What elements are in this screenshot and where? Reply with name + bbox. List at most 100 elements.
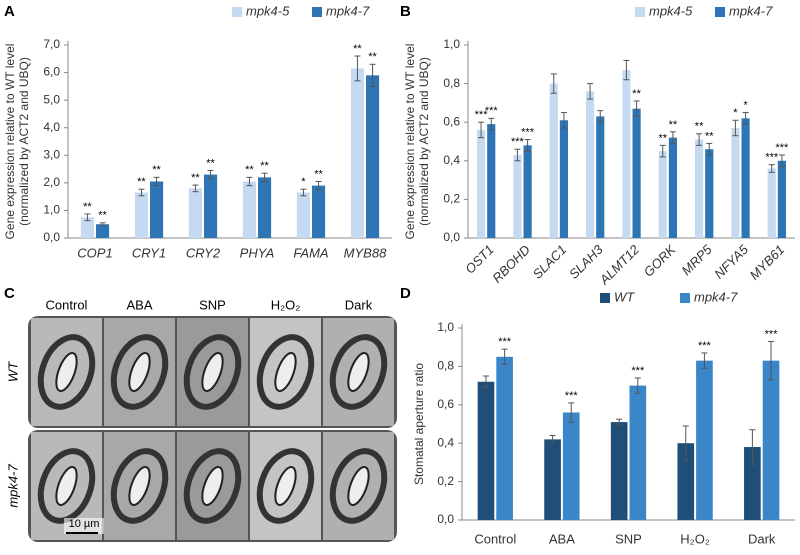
error-bar [192, 184, 199, 193]
bar [632, 108, 641, 238]
legend-label: WT [614, 289, 635, 304]
bar [312, 185, 326, 238]
significance: ** [83, 201, 92, 213]
bar [677, 443, 695, 520]
significance: *** [765, 328, 779, 340]
legend-label: mpk4-7 [694, 289, 738, 304]
legend-swatch [715, 7, 725, 17]
significance: * [743, 99, 748, 111]
error-bar [482, 375, 489, 389]
column-header: Dark [345, 297, 373, 312]
legend-swatch [680, 293, 690, 303]
panel-letter: B [400, 3, 411, 20]
bar [610, 422, 628, 520]
error-bar [550, 73, 557, 94]
y-tick-label: 5,0 [43, 92, 60, 106]
panel-letter: D [400, 285, 411, 302]
bar [80, 217, 94, 238]
panel-letter: C [4, 285, 15, 302]
significance: ** [152, 164, 161, 176]
y-tick-label: 0,8 [437, 359, 454, 373]
y-tick-label: 0,8 [443, 76, 460, 90]
error-bar [300, 188, 307, 197]
y-tick-label: 0,6 [443, 114, 460, 128]
significance: *** [498, 336, 512, 348]
legend-swatch [232, 7, 242, 17]
column-header: H₂O₂ [271, 297, 301, 312]
bar [705, 149, 714, 238]
x-tick-label: SNP [615, 531, 642, 546]
y-tick-label: 1,0 [443, 37, 460, 51]
significance: ** [705, 130, 714, 142]
x-tick-label: RBOHD [489, 242, 533, 286]
stoma-outer [37, 448, 96, 524]
stoma-pore [347, 466, 370, 506]
error-bar [732, 119, 739, 137]
bar [242, 181, 256, 238]
stoma-outer [183, 448, 242, 524]
significance: ** [191, 172, 200, 184]
significance: *** [765, 152, 779, 164]
significance: ** [353, 43, 362, 55]
error-bar [153, 176, 160, 187]
stoma-pore [55, 466, 78, 506]
panel-letter: A [4, 3, 15, 20]
y-tick-label: 0,6 [437, 397, 454, 411]
bar [744, 447, 761, 520]
x-tick-label: FAMA [293, 245, 328, 260]
bar [150, 181, 164, 238]
stoma-pore [201, 466, 224, 506]
significance: ** [669, 119, 678, 131]
scale-bar-label: 10 µm [69, 518, 100, 530]
row-label: mpk4-7 [5, 464, 20, 508]
significance: * [733, 107, 738, 119]
error-bar [768, 164, 775, 173]
bar [694, 139, 704, 238]
bar [296, 192, 310, 238]
legend-label: mpk4-5 [649, 3, 693, 18]
x-tick-label: Control [474, 531, 516, 546]
stoma-pore [55, 352, 78, 392]
bar [134, 192, 148, 238]
error-bar [597, 110, 604, 123]
bar [258, 177, 272, 238]
bar [622, 70, 631, 238]
error-bar [742, 112, 749, 125]
bar [767, 168, 776, 238]
significance: ** [368, 51, 377, 63]
error-bar [207, 169, 214, 180]
stoma-outer [183, 334, 242, 410]
significance: ** [632, 88, 641, 100]
x-tick-label: H₂O₂ [680, 531, 710, 546]
column-header: Control [46, 297, 88, 312]
error-bar [701, 352, 708, 369]
y-tick-label: 4,0 [43, 120, 60, 134]
bar [487, 124, 496, 238]
error-bar [478, 121, 485, 139]
row-label: WT [5, 361, 20, 382]
significance: *** [775, 142, 789, 154]
y-tick-label: 3,0 [43, 147, 60, 161]
error-bar [659, 144, 666, 158]
error-bar [246, 176, 253, 187]
stoma-outer [256, 448, 315, 524]
bar [777, 160, 787, 238]
stoma-outer [37, 334, 96, 410]
bar [585, 91, 595, 238]
stoma-pore [128, 352, 151, 392]
y-tick-label: 0,4 [443, 153, 460, 167]
x-tick-label: PHYA [240, 245, 275, 260]
error-bar [99, 222, 106, 227]
legend-label: mpk4-7 [729, 3, 773, 18]
legend-swatch [312, 7, 322, 17]
y-axis-title: (normalized by ACT2 and UBQ) [417, 57, 431, 226]
bar [629, 385, 647, 520]
y-tick-label: 1,0 [437, 320, 454, 334]
x-tick-label: CRY1 [132, 245, 166, 260]
significance: *** [521, 126, 535, 138]
error-bar [261, 172, 268, 182]
significance: * [301, 176, 306, 188]
y-tick-label: 0,2 [437, 474, 454, 488]
bar [477, 381, 495, 520]
